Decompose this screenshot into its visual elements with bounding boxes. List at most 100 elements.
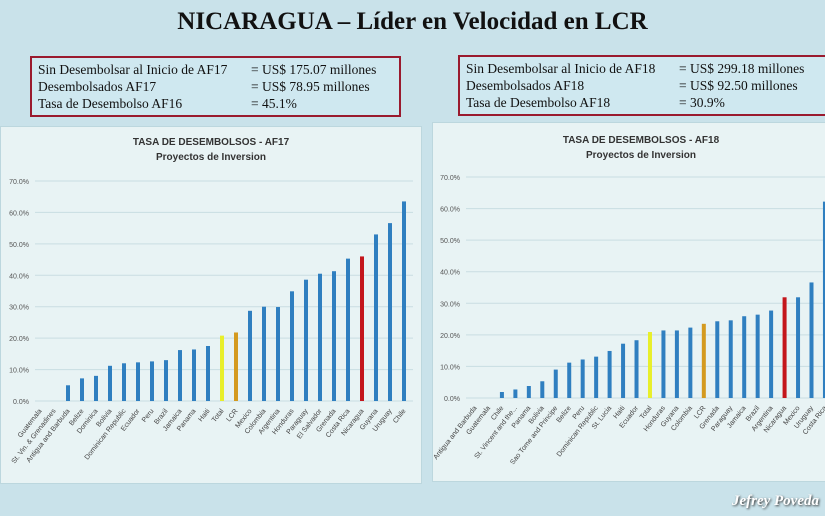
bar-uruguay (809, 282, 814, 398)
bar-guyana (374, 234, 378, 401)
chart-subtitle: Proyectos de Inversion (156, 152, 266, 163)
bar-argentina (276, 307, 280, 401)
bar-belize (80, 378, 84, 401)
bar-belize (567, 362, 572, 398)
summary-row: Desembolsados AF17 = US$ 78.95 millones (38, 78, 393, 95)
y-tick-label: 0.0% (13, 399, 29, 406)
summary-value: = US$ 175.07 millones (251, 62, 377, 77)
chart-panel-af17: TASA DE DESEMBOLSOS - AF17 Proyectos de I… (0, 126, 422, 484)
bar-dominica (94, 375, 98, 401)
bar-mexico (796, 297, 801, 398)
af18-summary-box: Sin Desembolsar al Inicio de AF18 = US$ 2… (458, 55, 825, 116)
summary-label: Desembolsados AF17 (38, 79, 157, 94)
y-tick-label: 30.0% (440, 301, 460, 308)
bar-st-vincent-and-the- (513, 389, 518, 398)
bar-guyana (674, 330, 679, 398)
bar-costa-rica (346, 258, 350, 401)
bar-total (647, 332, 652, 398)
bar-bolivia (108, 365, 112, 401)
bar-haiti (206, 346, 210, 401)
bar-mexico (248, 310, 252, 401)
summary-row: Sin Desembolsar al Inicio de AF17 = US$ 1… (38, 61, 393, 78)
bar-colombia (688, 327, 693, 398)
y-tick-label: 70.0% (9, 179, 29, 186)
chart-subtitle: Proyectos de Inversion (586, 150, 696, 161)
bar-paraguay (728, 320, 733, 398)
bar-bolivia (540, 381, 545, 398)
summary-label: Tasa de Desembolso AF18 (466, 95, 611, 110)
bar-peru (580, 359, 585, 398)
summary-value: = US$ 299.18 millones (679, 61, 805, 76)
bar-ecuador (634, 340, 639, 398)
y-tick-label: 40.0% (440, 270, 460, 277)
bar-dominican-republic (594, 356, 599, 398)
summary-row: Sin Desembolsar al Inicio de AF18 = US$ 2… (466, 60, 821, 77)
bar-total (220, 335, 224, 401)
slide-title: NICARAGUA – Líder en Velocidad en LCR (177, 8, 648, 35)
chart-af17: TASA DE DESEMBOLSOS - AF17 Proyectos de I… (9, 137, 413, 465)
summary-label: Desembolsados AF18 (466, 78, 585, 93)
x-tick-label: Belize (556, 405, 573, 424)
summary-value: = US$ 78.95 millones (251, 79, 370, 94)
bar-argentina (769, 310, 774, 398)
summary-label: Tasa de Desembolso AF16 (38, 96, 183, 111)
bar-jamaica (742, 316, 747, 398)
chart-title: TASA DE DESEMBOLSOS - AF17 (133, 137, 290, 148)
bar-nicaragua (782, 297, 787, 398)
x-tick-label: Haiti (197, 408, 211, 424)
bar-antigua-and-barbuda (66, 385, 70, 401)
x-tick-label: Chile (392, 408, 407, 425)
y-tick-label: 10.0% (9, 368, 29, 375)
bar-grenada (715, 321, 720, 398)
y-tick-label: 0.0% (444, 396, 460, 403)
bar-honduras (661, 330, 666, 398)
summary-value: = US$ 92.50 millones (679, 78, 798, 93)
x-tick-label: Total (211, 408, 226, 424)
bar-honduras (290, 291, 294, 401)
bar-dominican-republic (122, 363, 126, 401)
y-tick-label: 50.0% (9, 242, 29, 249)
y-tick-label: 20.0% (9, 336, 29, 343)
y-tick-label: 50.0% (440, 238, 460, 245)
bar-uruguay (388, 223, 392, 401)
summary-value: = 30.9% (679, 95, 725, 110)
bar-el-salvador (318, 273, 322, 401)
y-tick-label: 60.0% (440, 207, 460, 214)
bar-panama (192, 349, 196, 401)
summary-row: Desembolsados AF18 = US$ 92.50 millones (466, 77, 821, 94)
y-tick-label: 10.0% (440, 364, 460, 371)
summary-row: Tasa de Desembolso AF16 = 45.1% (38, 95, 393, 112)
y-tick-label: 60.0% (9, 210, 29, 217)
af17-summary-box: Sin Desembolsar al Inicio de AF17 = US$ 1… (30, 56, 401, 117)
bar-haiti (621, 343, 626, 398)
summary-label: Sin Desembolsar al Inicio de AF17 (38, 62, 228, 77)
bar-peru (150, 361, 154, 401)
bar-paraguay (304, 279, 308, 401)
y-tick-label: 70.0% (440, 175, 460, 182)
bar-chile (402, 201, 406, 401)
bar-panama (526, 386, 531, 398)
bar-grenada (332, 271, 336, 401)
summary-label: Sin Desembolsar al Inicio de AF18 (466, 61, 656, 76)
chart-panel-af18: TASA DE DESEMBOLSOS - AF18 Proyectos de I… (432, 122, 825, 482)
chart-af18: TASA DE DESEMBOLSOS - AF18 Proyectos de I… (433, 135, 825, 466)
bar-lcr (701, 323, 706, 398)
summary-value: = 45.1% (251, 96, 297, 111)
bar-colombia (262, 306, 266, 401)
bar-nicaragua (360, 256, 364, 401)
watermark: Jefrey Poveda (731, 493, 819, 509)
bar-jamaica (178, 350, 182, 401)
bar-costa-rica (822, 201, 825, 398)
bar-ecuador (136, 362, 140, 401)
bar-chile (499, 392, 504, 398)
summary-row: Tasa de Desembolso AF18 = 30.9% (466, 94, 821, 111)
chart-title: TASA DE DESEMBOLSOS - AF18 (563, 135, 720, 146)
bar-sao-tome-and-principe (553, 369, 558, 398)
bar-lcr (234, 332, 238, 401)
bar-st-lucia (607, 350, 612, 398)
bar-brazil (755, 314, 760, 398)
bar-brazil (164, 360, 168, 401)
y-tick-label: 20.0% (440, 333, 460, 340)
y-tick-label: 40.0% (9, 273, 29, 280)
y-tick-label: 30.0% (9, 305, 29, 312)
